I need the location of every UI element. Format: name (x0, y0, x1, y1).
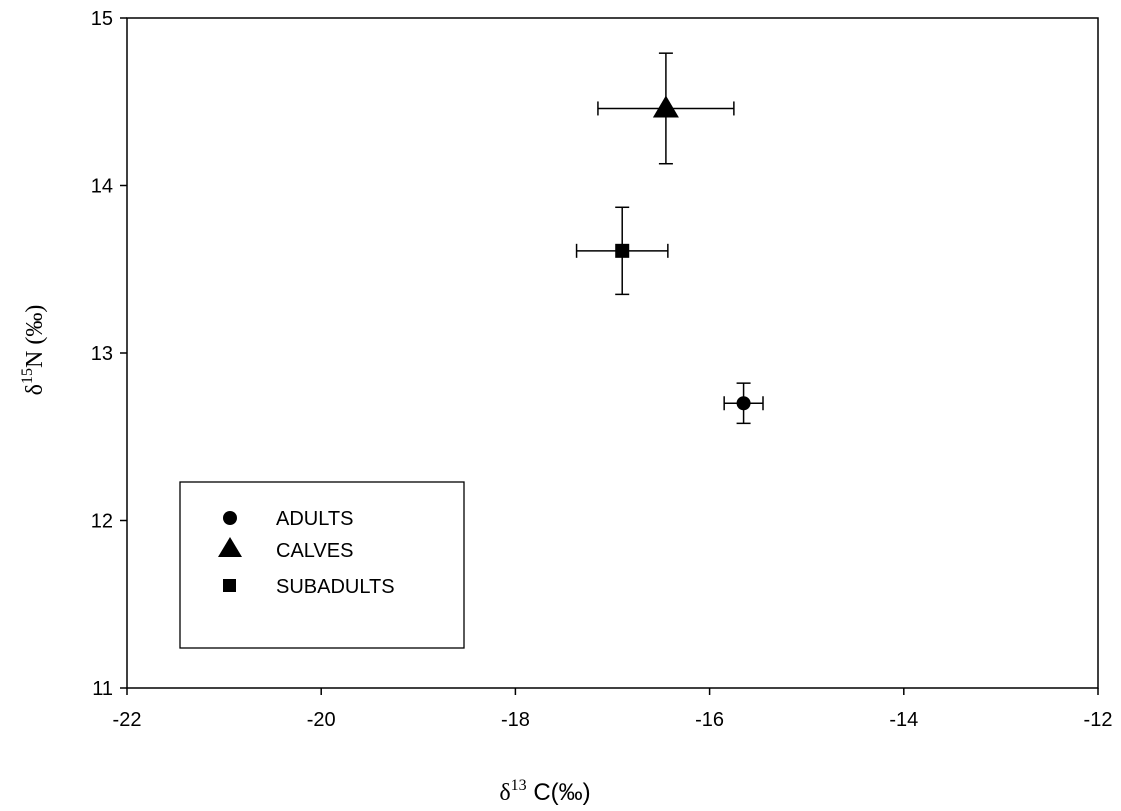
legend-label-calves: CALVES (276, 540, 353, 562)
x-axis-label-text: C(‰) (527, 779, 591, 806)
x-tick-label: -14 (889, 709, 918, 731)
x-tick-label: -16 (695, 709, 724, 731)
legend-marker-calves (218, 537, 242, 557)
x-axis-label: δ13 C(‰) (499, 777, 590, 806)
axis-ticks: -22 -20 -18 -16 -14 -12 11 12 13 14 15 (91, 8, 1113, 731)
x-axis-label-sup: 13 (511, 777, 527, 794)
legend-label-adults: ADULTS (276, 508, 353, 530)
legend-marker-adults (223, 511, 237, 525)
y-axis-label-text: N (‰) (22, 305, 48, 368)
y-tick-label: 12 (91, 511, 113, 533)
legend-marker-subadults (223, 579, 236, 592)
data-point-calves (652, 95, 679, 118)
legend: ADULTS CALVES SUBADULTS (179, 481, 465, 649)
legend-box (179, 481, 465, 649)
y-axis-label: δ15N (‰) (19, 305, 48, 396)
legend-label-subadults: SUBADULTS (276, 576, 395, 598)
y-tick-label: 13 (91, 343, 113, 365)
y-tick-label: 14 (91, 176, 113, 198)
y-tick-label: 11 (92, 678, 113, 700)
x-tick-label: -18 (501, 709, 530, 731)
data-point-adults (736, 396, 751, 411)
y-tick-label: 15 (91, 8, 113, 30)
x-tick-label: -12 (1084, 709, 1113, 731)
x-tick-label: -22 (113, 709, 142, 731)
data-points (615, 95, 751, 411)
x-tick-label: -20 (307, 709, 336, 731)
y-axis-label-sup: 15 (19, 368, 36, 384)
x-axis-label-symbol: δ (499, 780, 510, 806)
data-point-subadults (615, 243, 630, 258)
y-axis-label-symbol: δ (22, 384, 48, 395)
